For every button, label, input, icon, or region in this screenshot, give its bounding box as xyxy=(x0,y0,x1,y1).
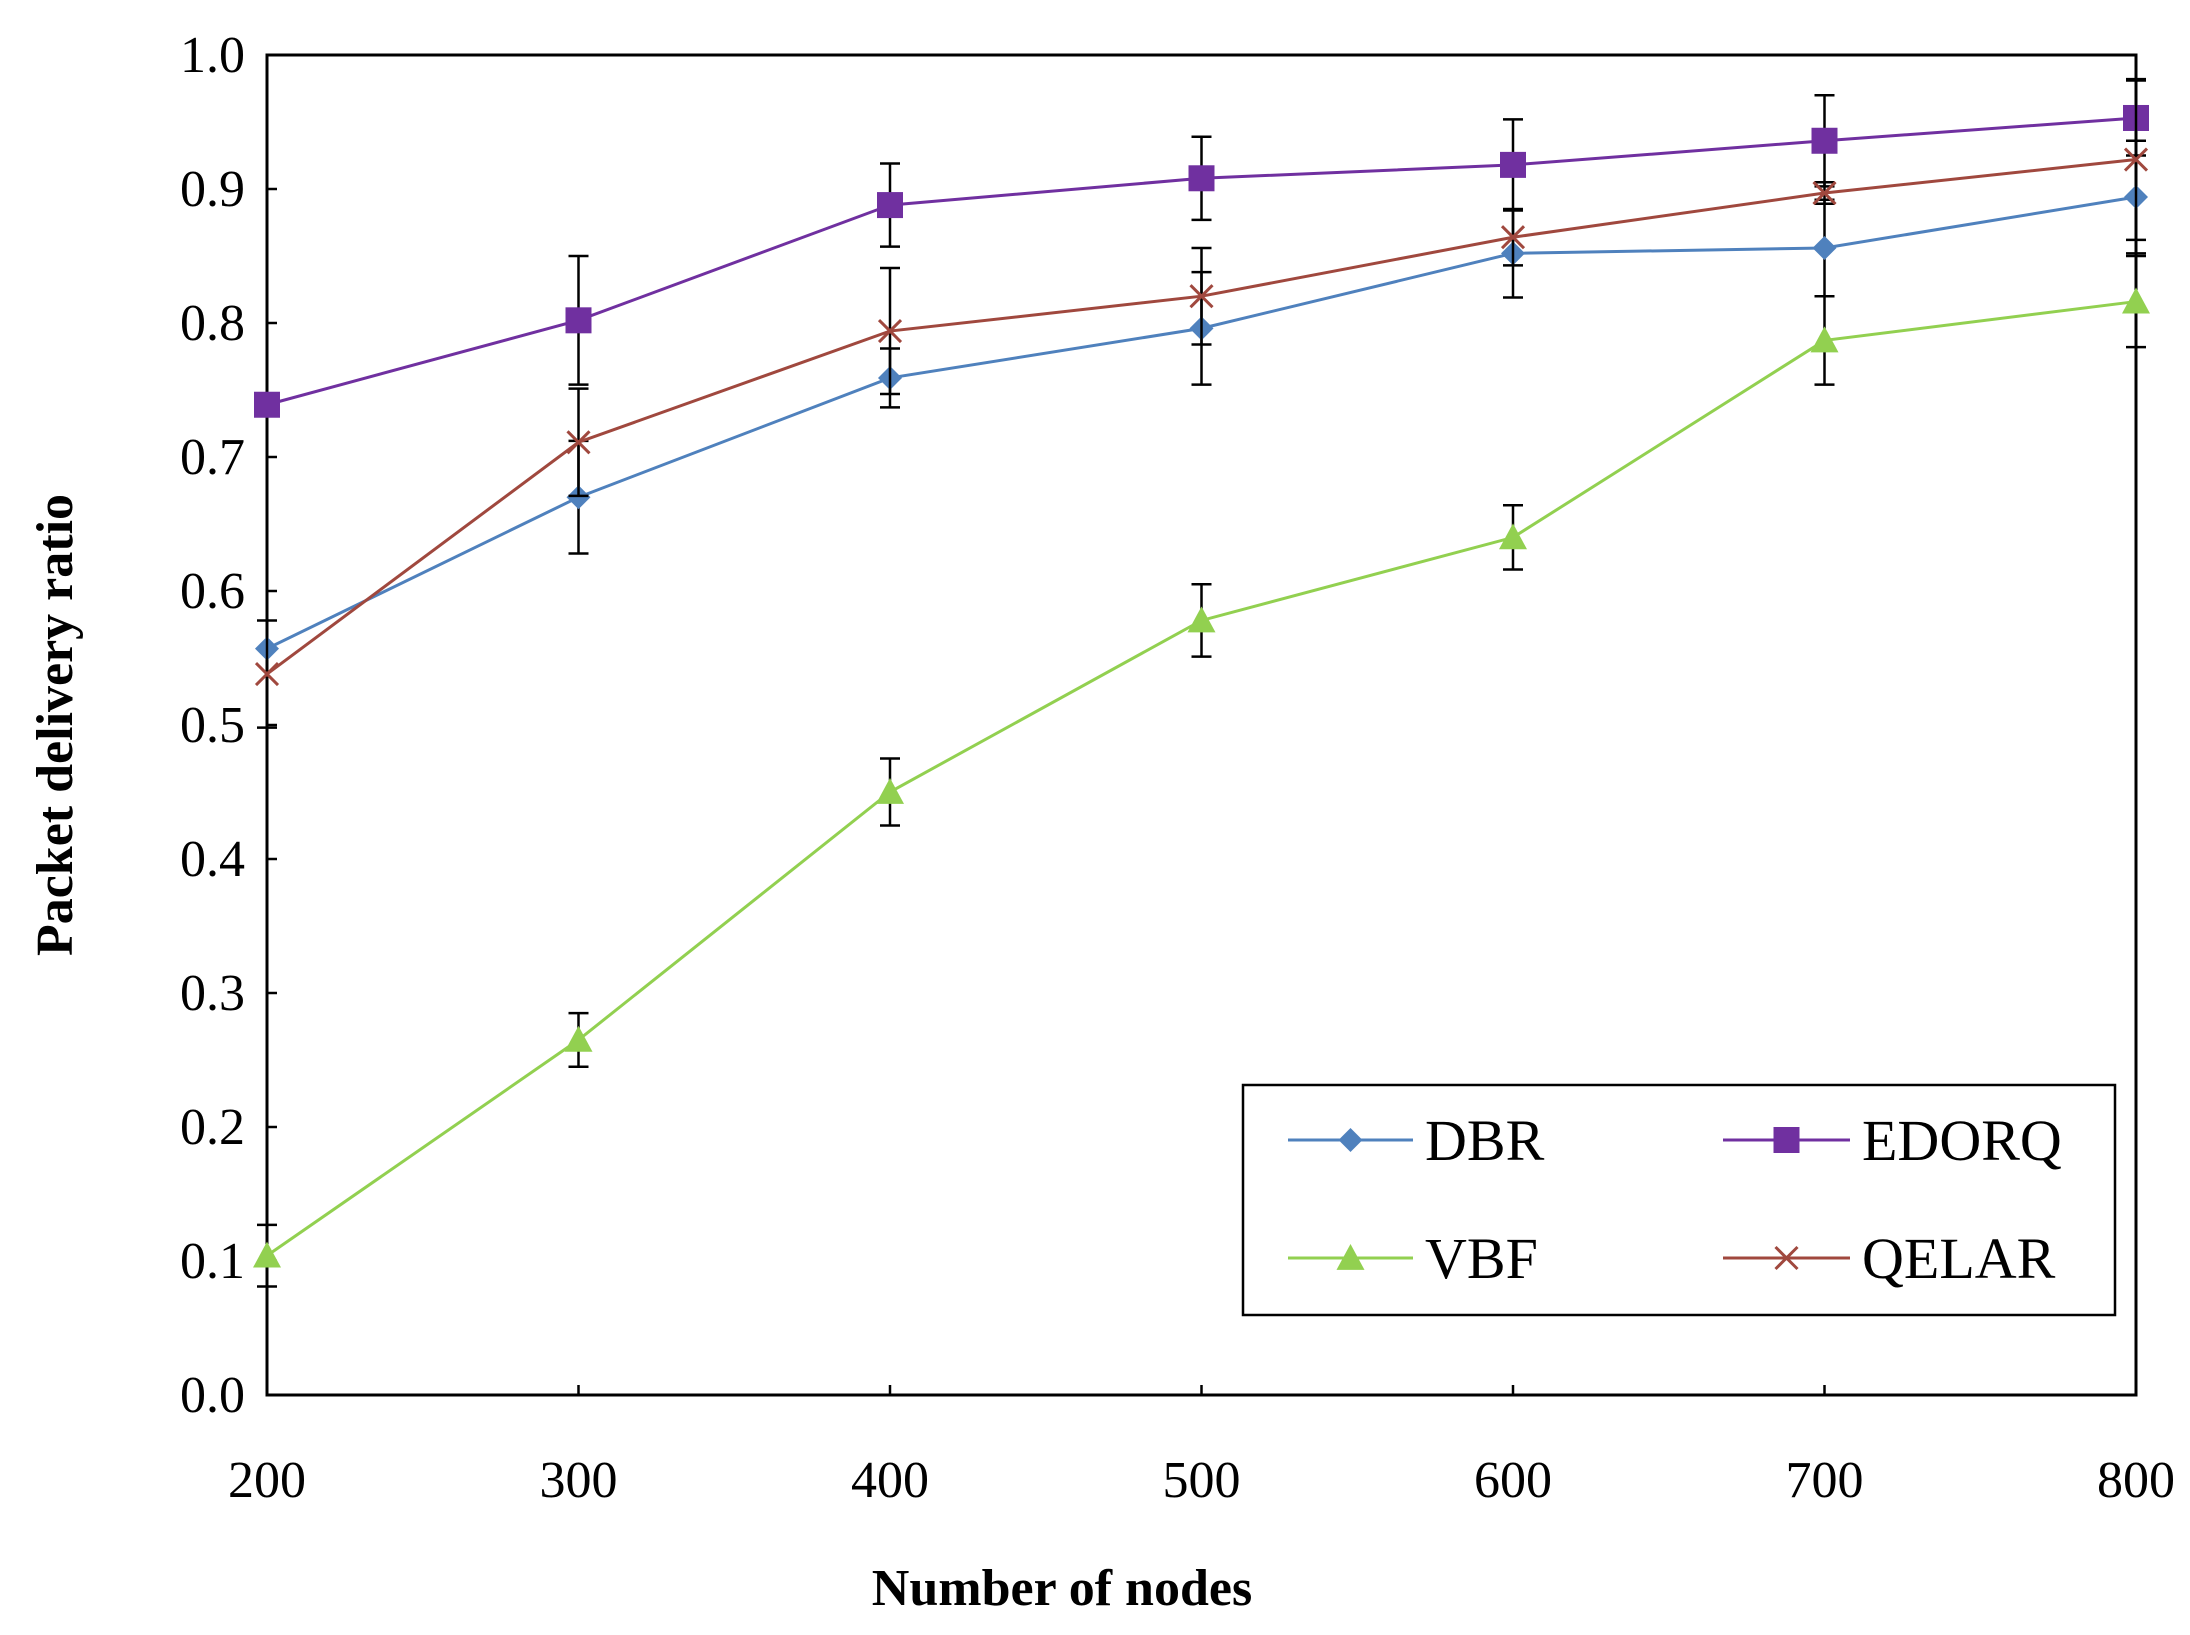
diamond-marker xyxy=(1812,235,1837,260)
x-marker-stroke xyxy=(877,318,903,344)
legend-box xyxy=(1241,1083,2117,1317)
series-vbf xyxy=(253,254,2150,1288)
triangle-marker xyxy=(876,778,904,804)
square-marker xyxy=(1773,1127,1800,1153)
legend-label: DBR xyxy=(1425,1108,1545,1173)
y-tick-label: 0.4 xyxy=(180,831,245,888)
y-tick-label: 0.9 xyxy=(180,161,245,218)
square-marker xyxy=(1500,151,1526,178)
x-marker xyxy=(1774,1245,1799,1271)
y-tick-label: 0.3 xyxy=(180,965,245,1022)
x-tick-label: 700 xyxy=(1786,1452,1864,1509)
triangle-marker xyxy=(1810,326,1839,353)
x-axis-title: Number of nodes xyxy=(872,1560,1252,1617)
series-qelar xyxy=(254,77,2149,729)
x-marker xyxy=(566,430,591,455)
x-marker-stroke xyxy=(1189,284,1214,309)
diamond-marker xyxy=(566,485,591,510)
legend-label: VBF xyxy=(1425,1226,1538,1291)
y-tick-label: 0.1 xyxy=(180,1233,245,1290)
x-marker xyxy=(1500,225,1526,250)
square-marker xyxy=(877,192,903,219)
y-tick-label: 1.0 xyxy=(180,27,245,84)
legend-label: EDORQ xyxy=(1862,1108,2062,1173)
x-tick-label: 200 xyxy=(228,1452,306,1509)
square-marker xyxy=(254,391,280,418)
x-marker xyxy=(1189,284,1214,309)
y-tick-label: 0.7 xyxy=(180,429,245,486)
triangle-marker xyxy=(1187,606,1216,633)
y-axis: 0.0 0.1 0.2 0.3 0.4 0.5 0.6 0.7 0.8 0.9 1.0 xyxy=(180,27,277,1424)
x-marker-stroke xyxy=(1812,180,1837,206)
x-tick-label: 400 xyxy=(851,1452,929,1509)
x-marker-stroke xyxy=(1774,1245,1799,1271)
x-tick-label: 800 xyxy=(2097,1452,2175,1509)
diamond-marker xyxy=(1338,1128,1363,1152)
legend-item-dbr: DBR xyxy=(1288,1108,1545,1173)
legend-item-edorq: EDORQ xyxy=(1723,1108,2062,1173)
x-marker-stroke xyxy=(2123,147,2149,172)
x-tick-label: 300 xyxy=(540,1452,618,1509)
x-tick-label: 500 xyxy=(1163,1452,1241,1509)
legend-item-qelar: QELAR xyxy=(1723,1226,2056,1291)
y-tick-label: 0.5 xyxy=(180,697,245,754)
series-layer xyxy=(253,77,2150,1288)
triangle-marker xyxy=(1499,523,1527,550)
x-marker xyxy=(1812,180,1837,206)
series-edorq xyxy=(254,79,2149,418)
x-axis: 200 300 400 500 600 700 800 xyxy=(228,1385,2175,1509)
y-axis-title: Packet delivery ratio xyxy=(27,494,84,956)
square-marker xyxy=(565,307,592,334)
x-marker-stroke xyxy=(566,430,591,455)
x-marker xyxy=(254,662,280,687)
y-tick-label: 0.0 xyxy=(180,1367,245,1424)
triangle-marker xyxy=(564,1025,593,1052)
legend-label: QELAR xyxy=(1862,1226,2056,1291)
x-tick-label: 600 xyxy=(1474,1452,1552,1509)
triangle-marker xyxy=(253,1241,281,1268)
x-marker xyxy=(2123,147,2149,172)
y-tick-label: 0.8 xyxy=(180,295,245,352)
legend: DBR EDORQ VBF QELAR xyxy=(1241,1083,2117,1317)
triangle-marker xyxy=(1336,1244,1365,1270)
triangle-marker xyxy=(2122,287,2150,314)
y-tick-label: 0.6 xyxy=(180,563,245,620)
legend-item-vbf: VBF xyxy=(1288,1226,1538,1291)
x-marker-stroke xyxy=(254,662,280,687)
square-marker xyxy=(1811,127,1838,154)
y-tick-label: 0.2 xyxy=(180,1099,245,1156)
square-marker xyxy=(1188,165,1215,192)
x-marker-stroke xyxy=(1500,225,1526,250)
x-marker xyxy=(877,318,903,344)
